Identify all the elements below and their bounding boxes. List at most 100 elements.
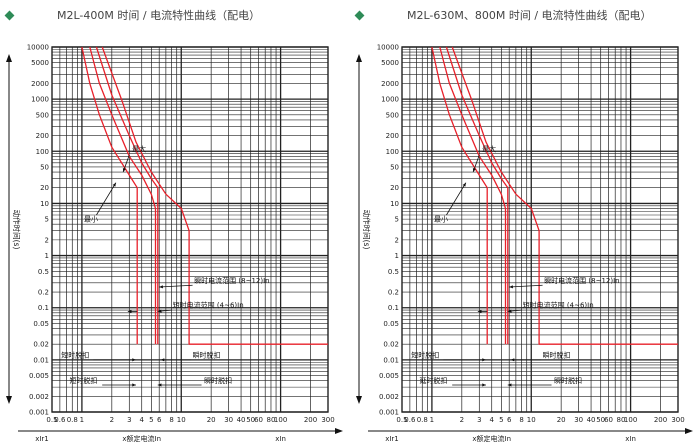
x-tick-label: 4 <box>139 416 144 424</box>
x-tick-label: 0.6 <box>54 416 66 424</box>
x-tick-label: 300 <box>671 416 684 424</box>
arrowhead-icon <box>356 54 362 62</box>
x-tick-label: 1 <box>80 416 84 424</box>
arrowhead-icon <box>112 182 116 187</box>
arrowhead-icon <box>509 285 513 289</box>
y-tick-label: 5000 <box>31 59 49 67</box>
annotation-min: 最小 <box>434 215 448 224</box>
x-tick-label: 10 <box>177 416 186 424</box>
plot-frame <box>401 46 679 413</box>
series-line <box>431 46 488 345</box>
y-tick-label: 0.02 <box>33 341 49 349</box>
x-tick-label: 2 <box>460 416 464 424</box>
x-tick-label: 6 <box>507 416 512 424</box>
arrowhead-icon <box>507 309 512 313</box>
y-tick-label: 200 <box>36 132 49 140</box>
series-line <box>89 46 157 345</box>
x-tick-label: 2 <box>110 416 114 424</box>
y-tick-label: 0.002 <box>29 393 49 401</box>
annotation-short-trip-lower: 短时脱扣 <box>69 376 97 385</box>
series-line <box>451 46 678 345</box>
y-tick-label: 0.005 <box>379 372 399 380</box>
chart-title: M2L-400M 时间 / 电流特性曲线（配电） <box>57 9 261 22</box>
x-tick-label: 50 <box>246 416 255 424</box>
x-tick-label: 8 <box>519 416 523 424</box>
annotation-short-trip-upper: 短时脱扣 <box>411 351 439 360</box>
y-tick-label: 5 <box>45 216 49 224</box>
x-tick-label: 200 <box>304 416 317 424</box>
x-tick-label: 60 <box>604 416 613 424</box>
y-tick-label: 0.1 <box>38 304 49 312</box>
annotation-arrow <box>509 284 543 288</box>
annotation-inst-range: 瞬时电流范围 (8~12)In <box>544 276 619 285</box>
x-tick-label: 60 <box>254 416 263 424</box>
arrowhead-icon <box>335 428 343 434</box>
y-tick-label: 0.01 <box>383 356 399 364</box>
y-tick-label: 0.05 <box>383 320 399 328</box>
y-tick-label: 0.5 <box>388 268 399 276</box>
y-tick-label: 10 <box>390 200 399 208</box>
y-tick-label: 2 <box>45 236 49 244</box>
y-tick-label: 100 <box>386 148 399 156</box>
x-tick-label: 4 <box>489 416 494 424</box>
y-tick-label: 20 <box>390 184 399 192</box>
arrowhead-icon <box>510 358 515 362</box>
x-axis-label-right: xIn <box>625 435 636 443</box>
x-tick-label: 8 <box>169 416 173 424</box>
y-tick-label: 0.5 <box>38 268 49 276</box>
arrowhead-icon <box>160 358 165 362</box>
x-tick-label: 20 <box>207 416 216 424</box>
annotation-max: 最大 <box>482 144 496 153</box>
x-tick-label: 50 <box>596 416 605 424</box>
arrowhead-icon <box>356 396 362 404</box>
x-axis-label-right: xIn <box>275 435 286 443</box>
y-tick-label: 0.02 <box>383 341 399 349</box>
x-tick-label: 5 <box>149 416 153 424</box>
y-tick-label: 5000 <box>381 59 399 67</box>
x-tick-label: 100 <box>274 416 287 424</box>
arrowhead-icon <box>507 383 512 387</box>
chart-heading-left: M2L-400M 时间 / 电流特性曲线（配电） <box>4 7 261 23</box>
x-axis-label-left: xIr1 <box>35 435 49 443</box>
arrowhead-icon <box>482 358 486 362</box>
x-tick-label: 3 <box>127 416 131 424</box>
arrowhead-icon <box>157 309 162 313</box>
y-tick-label: 2000 <box>31 80 49 88</box>
y-tick-label: 10000 <box>27 44 49 52</box>
y-tick-label: 200 <box>386 132 399 140</box>
y-tick-label: 0.1 <box>388 304 399 312</box>
tc-curve-chart-right: 0.001 0.002 0.005 0.01 0.02 0.05 0.1 0.2 0.5 1 2 5 1… <box>356 44 693 443</box>
arrowhead-icon <box>477 309 482 313</box>
annotation-arrow <box>446 182 467 216</box>
arrowhead-icon <box>6 54 12 62</box>
series-line <box>101 46 328 345</box>
y-tick-label: 1000 <box>381 96 399 104</box>
annotation-inst-trip-lower: 瞬时脱扣 <box>204 376 232 385</box>
y-tick-label: 0.2 <box>388 289 399 297</box>
annotation-arrow <box>96 182 117 216</box>
y-tick-label: 0.005 <box>29 372 49 380</box>
x-tick-label: 200 <box>654 416 667 424</box>
y-axis-label: 动作时间(s) <box>12 210 22 250</box>
arrowhead-icon <box>472 168 476 173</box>
x-tick-label: 30 <box>574 416 583 424</box>
chart-heading-right: M2L-630M、800M 时间 / 电流特性曲线（配电） <box>354 7 652 23</box>
y-tick-label: 50 <box>40 163 49 171</box>
y-axis-label: 动作时间(s) <box>362 210 372 250</box>
x-tick-label: 40 <box>587 416 596 424</box>
x-tick-label: 0.8 <box>417 416 428 424</box>
annotation-inst-trip-lower: 瞬时脱扣 <box>554 376 582 385</box>
y-tick-label: 1 <box>45 252 49 260</box>
plot-frame <box>51 46 329 413</box>
annotation-short-trip-lower: 延时脱扣 <box>419 376 447 385</box>
y-tick-label: 0.001 <box>29 409 49 417</box>
series-line <box>439 46 507 345</box>
x-tick-label: 0.8 <box>67 416 78 424</box>
y-tick-label: 0.002 <box>379 393 399 401</box>
y-tick-label: 100 <box>36 148 49 156</box>
annotation-inst-trip-upper: 瞬时脱扣 <box>543 351 571 360</box>
x-tick-label: 80 <box>617 416 626 424</box>
tc-curve-chart-left: 0.001 0.002 0.005 0.01 0.02 0.05 0.1 0.2 0.5 1 2 5 1… <box>6 44 343 443</box>
x-tick-label: 100 <box>624 416 637 424</box>
chart-panel-right: M2L-630M、800M 时间 / 电流特性曲线（配电） 0.001 0.002… <box>350 0 700 448</box>
